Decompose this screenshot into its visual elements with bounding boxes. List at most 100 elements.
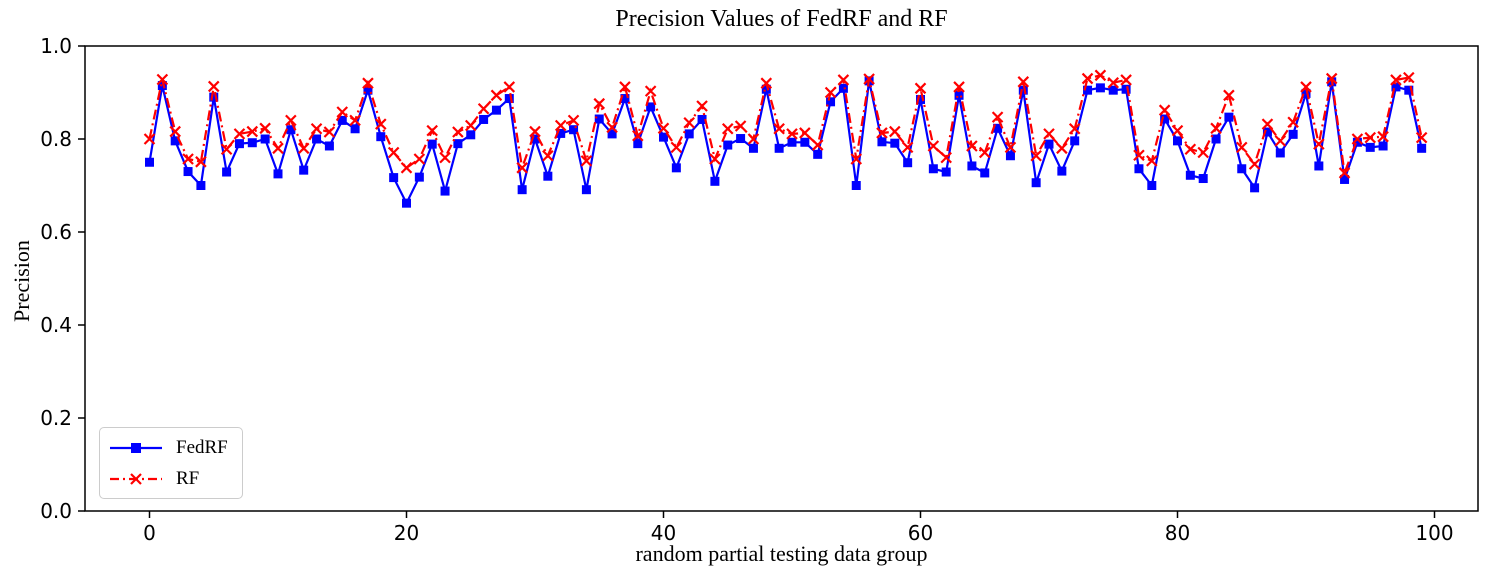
marker-square-fedrf <box>1340 174 1350 184</box>
marker-square-fedrf <box>324 141 334 151</box>
y-tick-label: 0.2 <box>40 406 72 430</box>
marker-square-fedrf <box>800 137 810 147</box>
marker-square-fedrf <box>530 134 540 144</box>
y-tick-label: 0.8 <box>40 127 72 151</box>
marker-square-fedrf <box>260 134 270 144</box>
marker-square-fedrf <box>517 185 527 195</box>
marker-x-rf <box>811 139 824 151</box>
marker-square-fedrf <box>761 84 771 94</box>
marker-x-rf <box>259 122 271 135</box>
marker-x-rf <box>207 80 220 93</box>
marker-x-rf <box>991 111 1004 123</box>
marker-square-fedrf <box>1134 164 1144 174</box>
marker-x-rf <box>657 122 670 135</box>
marker-x-rf <box>220 143 233 156</box>
marker-square-fedrf <box>723 140 733 150</box>
marker-x-rf <box>1197 146 1209 159</box>
marker-x-rf <box>1068 122 1081 135</box>
marker-square-fedrf <box>286 125 296 135</box>
marker-x-rf <box>272 142 284 155</box>
series-line-fedrf <box>148 80 1423 206</box>
marker-x-rf <box>246 125 259 138</box>
marker-square-fedrf <box>1108 85 1118 95</box>
marker-square-fedrf <box>1031 178 1041 188</box>
marker-square-fedrf <box>466 130 476 140</box>
marker-x-rf <box>169 125 181 138</box>
marker-square-fedrf <box>1365 142 1375 152</box>
marker-x-rf <box>593 97 606 110</box>
y-axis-label: Precision <box>9 240 34 322</box>
marker-x-rf <box>901 141 914 154</box>
marker-x-rf <box>1313 138 1325 150</box>
marker-x-rf <box>362 77 374 89</box>
marker-x-rf <box>1364 131 1377 144</box>
marker-square-fedrf <box>556 128 566 138</box>
marker-x-rf <box>1377 130 1389 143</box>
marker-x-rf <box>297 142 310 155</box>
y-tick-label: 0.4 <box>40 313 72 337</box>
marker-x-rf <box>1171 124 1184 137</box>
marker-square-fedrf <box>222 167 232 177</box>
marker-square-fedrf <box>890 138 900 148</box>
marker-square-fedrf <box>813 149 823 159</box>
marker-x-rf <box>940 151 952 164</box>
marker-square-fedrf <box>273 169 283 179</box>
marker-x-rf <box>1017 76 1030 88</box>
marker-square-fedrf <box>376 132 386 142</box>
marker-x-rf <box>1325 72 1338 85</box>
plot-border <box>84 45 1479 512</box>
marker-x-rf <box>747 133 760 145</box>
marker-square-fedrf <box>1070 136 1080 146</box>
marker-x-rf <box>953 81 965 93</box>
marker-x-rf <box>477 102 490 115</box>
marker-square-fedrf <box>928 164 938 174</box>
legend-item-rf: RF <box>108 465 234 493</box>
marker-square-fedrf <box>633 139 643 149</box>
x-axis-label: random partial testing data group <box>635 541 928 566</box>
marker-x-rf <box>1146 155 1158 167</box>
marker-square-fedrf <box>402 198 411 208</box>
marker-x-rf <box>1403 71 1415 84</box>
marker-square-fedrf <box>1224 112 1234 122</box>
x-tick-label: 80 <box>1165 521 1190 545</box>
y-tick-label: 1.0 <box>40 34 72 58</box>
y-tick-label: 0.6 <box>40 220 72 244</box>
marker-x-rf <box>709 153 721 165</box>
chart-title: Precision Values of FedRF and RF <box>615 6 948 32</box>
marker-square-fedrf <box>1147 181 1157 190</box>
marker-x-rf <box>773 122 785 135</box>
marker-square-fedrf <box>697 114 707 124</box>
marker-x-rf <box>799 127 811 139</box>
marker-x-rf <box>786 128 798 140</box>
marker-square-fedrf <box>659 132 668 142</box>
marker-x-rf <box>323 126 336 138</box>
marker-square-fedrf <box>1018 85 1028 95</box>
marker-square-fedrf <box>838 83 848 93</box>
marker-x-rf <box>1235 141 1248 154</box>
marker-x-rf <box>1056 142 1068 155</box>
marker-square-fedrf <box>312 134 322 144</box>
marker-x-rf <box>375 118 387 130</box>
marker-x-rf <box>670 141 683 154</box>
marker-x-rf <box>529 125 541 138</box>
marker-square-fedrf <box>736 134 746 144</box>
marker-x-rf <box>889 125 901 138</box>
marker-square-fedrf <box>941 167 951 177</box>
series-line-rf <box>148 74 1423 174</box>
marker-x-rf <box>721 122 734 135</box>
marker-square-fedrf <box>247 138 257 148</box>
marker-x-rf <box>1351 133 1364 145</box>
marker-square-fedrf <box>916 94 925 104</box>
marker-x-rf <box>1210 122 1222 135</box>
marker-x-rf <box>606 121 618 134</box>
marker-x-rf <box>1133 149 1145 162</box>
marker-square-fedrf <box>581 185 591 195</box>
marker-square-fedrf <box>1237 164 1247 174</box>
marker-x-rf <box>644 85 657 97</box>
x-tick-label: 40 <box>651 521 676 545</box>
marker-x-rf <box>182 153 194 165</box>
marker-x-rf <box>1081 72 1094 85</box>
marker-x-rf <box>1094 69 1107 82</box>
marker-square-fedrf <box>774 143 784 153</box>
